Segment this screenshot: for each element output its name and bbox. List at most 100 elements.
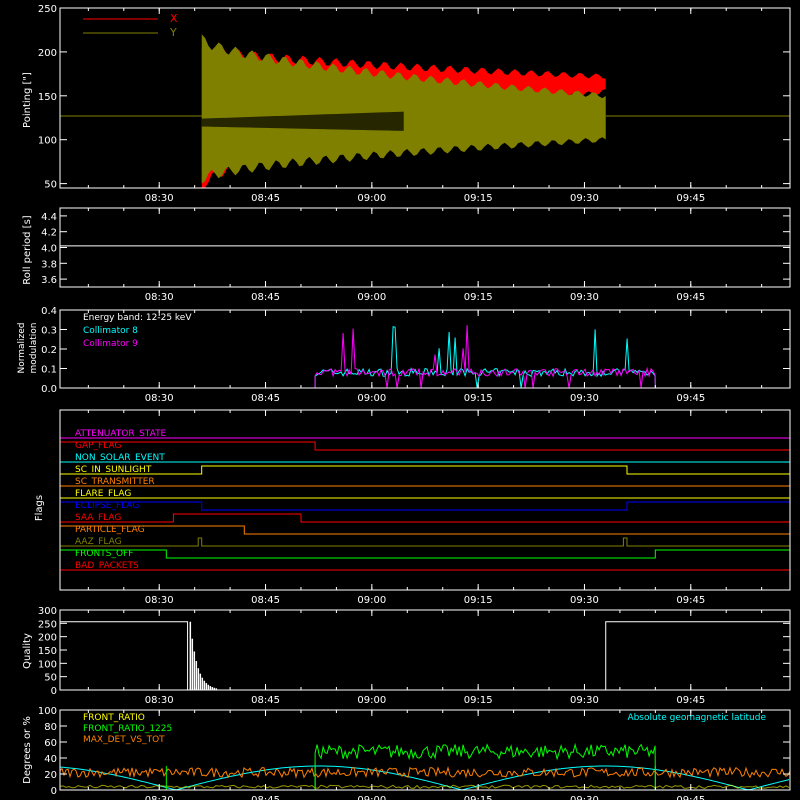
max-det-vs-tot-trace xyxy=(59,765,791,779)
quality-spike xyxy=(205,683,208,690)
geomagnetic-traces xyxy=(59,742,791,791)
quality-spike xyxy=(201,677,204,690)
quality-spike xyxy=(213,687,216,690)
quality-spike xyxy=(199,673,202,690)
y-tick-label: 150 xyxy=(38,92,57,103)
x-tick-label: 09:45 xyxy=(676,292,705,303)
x-tick-label: 09:30 xyxy=(570,695,599,706)
quality-spike xyxy=(215,688,218,690)
x-tick-label: 09:45 xyxy=(676,695,705,706)
y-tick-label: 0 xyxy=(51,686,57,697)
plot-frame xyxy=(59,409,791,591)
pointing-traces xyxy=(60,34,790,189)
quality-spike xyxy=(211,687,214,690)
geomagnetic-panel: FRONT_RATIO FRONT_RATIO_1225 MAX_DET_VS_… xyxy=(22,706,791,800)
modulation-panel: Energy band: 12-25 keV Collimator 8 Coll… xyxy=(17,306,791,404)
x-tick-label: 08:30 xyxy=(145,795,174,800)
x-tick-label: 09:30 xyxy=(570,795,599,800)
y-tick-label: 4.2 xyxy=(41,228,57,239)
quality-spike xyxy=(209,686,212,690)
y-tick-label: 0 xyxy=(51,786,57,797)
y-tick-label: 0.0 xyxy=(41,384,57,395)
flag-label-flare-flag: FLARE_FLAG xyxy=(75,489,131,499)
modulation-ylabel-line1: Normalized xyxy=(17,322,27,373)
x-tick-label: 08:30 xyxy=(145,393,174,404)
pointing-envelope-core xyxy=(201,111,404,131)
flag-label-saa-flag: SAA_FLAG xyxy=(75,513,121,523)
flag-label-sc-transmitter: SC_TRANSMITTER xyxy=(75,477,155,487)
legend-geomagnetic-latitude: Absolute geomagnetic latitude xyxy=(627,713,766,723)
x-tick-label: 09:45 xyxy=(676,795,705,800)
flag-label-fronts-off: FRONTS_OFF xyxy=(75,549,133,559)
x-tick-label: 09:30 xyxy=(570,292,599,303)
pointing-envelope-y xyxy=(201,34,606,184)
x-tick-label: 09:00 xyxy=(357,193,386,204)
x-tick-label: 08:30 xyxy=(145,695,174,706)
legend-y-label: Y xyxy=(169,26,177,39)
y-tick-label: 100 xyxy=(38,659,57,670)
y-tick-label: 0.2 xyxy=(41,345,57,356)
y-tick-label: 200 xyxy=(38,48,57,59)
x-tick-label: 09:15 xyxy=(464,292,493,303)
x-tick-label: 09:30 xyxy=(570,193,599,204)
y-tick-label: 100 xyxy=(38,706,57,717)
y-tick-label: 200 xyxy=(38,633,57,644)
x-tick-label: 09:15 xyxy=(464,393,493,404)
y-tick-label: 40 xyxy=(44,754,57,765)
flag-label-bad-packets: BAD_PACKETS xyxy=(75,561,139,571)
y-tick-label: 3.8 xyxy=(41,259,57,270)
plot-frame xyxy=(59,7,791,189)
roll-period-panel: Roll period [s] 08:30 08:45 09:00 09:15 09:3… xyxy=(22,207,791,303)
x-tick-label: 09:15 xyxy=(464,595,493,606)
x-tick-label: 08:45 xyxy=(251,595,280,606)
quality-spike xyxy=(207,684,210,690)
x-tick-label: 09:30 xyxy=(570,595,599,606)
quality-panel: Quality 08:30 08:45 09:00 09:15 09:30 09:45 0 5… xyxy=(22,606,791,706)
y-tick-label: 0.1 xyxy=(41,365,57,376)
y-tick-label: 50 xyxy=(44,180,57,191)
quality-spike xyxy=(203,680,206,690)
x-tick-label: 09:30 xyxy=(570,393,599,404)
x-tick-label: 08:45 xyxy=(251,795,280,800)
legend-front-ratio-1225: FRONT_RATIO_1225 xyxy=(83,724,172,734)
quality-spike xyxy=(197,668,200,690)
legend-max-det-vs-tot: MAX_DET_VS_TOT xyxy=(83,735,165,745)
flag-label-attenuator-state: ATTENUATOR_STATE xyxy=(75,429,167,439)
x-tick-label: 08:45 xyxy=(251,292,280,303)
x-tick-label: 09:00 xyxy=(357,393,386,404)
y-tick-label: 80 xyxy=(44,722,57,733)
pointing-ylabel: Pointing ["] xyxy=(22,72,33,128)
modulation-traces xyxy=(60,325,790,389)
y-tick-label: 0.4 xyxy=(41,306,57,317)
x-tick-label: 08:45 xyxy=(251,695,280,706)
geomagnetic-ylabel: Degrees or % xyxy=(22,716,33,784)
y-tick-label: 4.4 xyxy=(41,212,57,223)
x-tick-label: 09:45 xyxy=(676,393,705,404)
legend-front-ratio: FRONT_RATIO xyxy=(83,713,145,723)
x-tick-label: 09:00 xyxy=(357,695,386,706)
flag-trace-eclipse-flag xyxy=(59,501,791,511)
modulation-trace-collimator-8 xyxy=(60,326,790,389)
y-tick-label: 250 xyxy=(38,4,57,15)
x-tick-label: 08:30 xyxy=(145,595,174,606)
flag-trace-sc-in-sunlight xyxy=(60,465,790,475)
quality-ylabel: Quality xyxy=(22,633,33,669)
x-tick-label: 08:45 xyxy=(251,393,280,404)
x-tick-label: 09:45 xyxy=(676,595,705,606)
y-tick-label: 150 xyxy=(38,646,57,657)
modulation-ylabel-line2: modulation xyxy=(29,323,39,374)
y-tick-label: 50 xyxy=(44,673,57,684)
plot-frame xyxy=(59,709,791,791)
flag-trace-saa-flag xyxy=(60,513,790,523)
y-tick-label: 100 xyxy=(38,136,57,147)
front-ratio-trace xyxy=(59,784,790,790)
quality-spike xyxy=(193,651,196,690)
energy-band-annotation: Energy band: 12-25 keV xyxy=(83,313,192,323)
flag-label-aaz-flag: AAZ_FLAG xyxy=(75,537,122,547)
front-ratio-1225-trace xyxy=(60,742,790,791)
x-tick-label: 09:45 xyxy=(676,193,705,204)
legend-collimator-8: Collimator 8 xyxy=(83,326,138,336)
y-tick-label: 300 xyxy=(38,606,57,617)
quality-spike xyxy=(195,661,198,690)
